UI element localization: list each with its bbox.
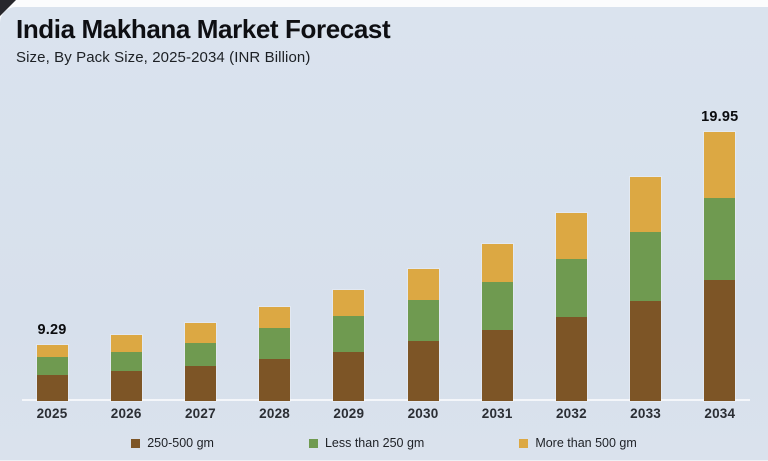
bar-2028 bbox=[259, 307, 291, 401]
x-tick-2030: 2030 bbox=[407, 406, 439, 421]
bar-2034-segment-more-than-500-gm bbox=[704, 132, 736, 198]
legend-label-less-than-250-gm: Less than 250 gm bbox=[324, 436, 425, 450]
bar-2029 bbox=[333, 290, 365, 401]
bar-2033-segment-more-than-500-gm bbox=[630, 177, 662, 232]
bar-2027 bbox=[184, 323, 216, 401]
chart-subtitle: Size, By Pack Size, 2025-2034 (INR Billi… bbox=[16, 49, 311, 66]
bar-2029-segment-less-than-250-gm bbox=[333, 316, 365, 352]
bar-2031-segment-more-than-500-gm bbox=[481, 244, 513, 282]
bar-2026-segment-more-than-500-gm bbox=[110, 335, 142, 352]
bar-2031-segment-less-than-250-gm bbox=[481, 282, 513, 330]
bar-2026 bbox=[110, 335, 142, 401]
legend-swatch-250-500-gm bbox=[131, 438, 141, 448]
bar-2031 bbox=[481, 244, 513, 401]
x-axis-line bbox=[22, 399, 750, 401]
value-label-2025: 9.29 bbox=[37, 322, 67, 338]
bar-2031-segment-250-500-gm bbox=[481, 330, 513, 401]
bar-2032-segment-250-500-gm bbox=[555, 317, 587, 401]
chart-header: India Makhana Market Forecast Size, By P… bbox=[16, 12, 391, 66]
bar-2025 bbox=[36, 345, 68, 401]
bar-2032 bbox=[555, 213, 587, 401]
x-tick-2029: 2029 bbox=[333, 406, 365, 421]
legend-label-250-500-gm: 250-500 gm bbox=[147, 436, 214, 450]
bar-2033-segment-less-than-250-gm bbox=[630, 232, 662, 301]
bar-2026-segment-250-500-gm bbox=[110, 371, 142, 401]
x-tick-2026: 2026 bbox=[110, 406, 142, 421]
bar-2030-segment-250-500-gm bbox=[407, 341, 439, 401]
legend-item-more-than-500-gm: More than 500 gm bbox=[519, 436, 637, 450]
legend-swatch-more-than-500-gm bbox=[519, 438, 529, 448]
bar-2034-segment-250-500-gm bbox=[704, 280, 736, 401]
bar-2027-segment-more-than-500-gm bbox=[184, 323, 216, 343]
x-tick-2031: 2031 bbox=[481, 406, 513, 421]
x-tick-2032: 2032 bbox=[555, 406, 587, 421]
legend-item-less-than-250-gm: Less than 250 gm bbox=[308, 436, 425, 450]
bar-2025-segment-more-than-500-gm bbox=[36, 345, 68, 357]
bar-2028-segment-more-than-500-gm bbox=[259, 307, 291, 328]
chart-title: India Makhana Market Forecast bbox=[16, 14, 391, 44]
x-tick-2034: 2034 bbox=[704, 406, 736, 421]
legend-swatch-less-than-250-gm bbox=[308, 438, 318, 448]
bar-2032-segment-less-than-250-gm bbox=[555, 259, 587, 317]
x-tick-2033: 2033 bbox=[630, 406, 662, 421]
bar-2027-segment-less-than-250-gm bbox=[184, 343, 216, 366]
bar-2034 bbox=[704, 132, 736, 401]
value-label-2034: 19.95 bbox=[701, 109, 739, 125]
x-tick-2025: 2025 bbox=[36, 406, 68, 421]
bar-2028-segment-less-than-250-gm bbox=[259, 328, 291, 359]
bar-2025-segment-250-500-gm bbox=[36, 375, 68, 401]
bar-2025-segment-less-than-250-gm bbox=[36, 357, 68, 375]
bar-2029-segment-more-than-500-gm bbox=[333, 290, 365, 316]
bar-2029-segment-250-500-gm bbox=[333, 352, 365, 401]
legend-item-250-500-gm: 250-500 gm bbox=[131, 436, 214, 450]
bar-2030 bbox=[407, 269, 439, 401]
bar-2026-segment-less-than-250-gm bbox=[110, 352, 142, 371]
bar-2033 bbox=[630, 177, 662, 401]
bar-2030-segment-less-than-250-gm bbox=[407, 300, 439, 341]
legend: 250-500 gm Less than 250 gm More than 500 … bbox=[0, 436, 768, 450]
bar-2030-segment-more-than-500-gm bbox=[407, 269, 439, 300]
bar-2027-segment-250-500-gm bbox=[184, 366, 216, 401]
legend-label-more-than-500-gm: More than 500 gm bbox=[535, 436, 637, 450]
bar-2033-segment-250-500-gm bbox=[630, 301, 662, 401]
bar-2028-segment-250-500-gm bbox=[259, 359, 291, 401]
bar-2034-segment-less-than-250-gm bbox=[704, 198, 736, 280]
x-tick-2028: 2028 bbox=[259, 406, 291, 421]
x-tick-2027: 2027 bbox=[184, 406, 216, 421]
bar-2032-segment-more-than-500-gm bbox=[555, 213, 587, 259]
